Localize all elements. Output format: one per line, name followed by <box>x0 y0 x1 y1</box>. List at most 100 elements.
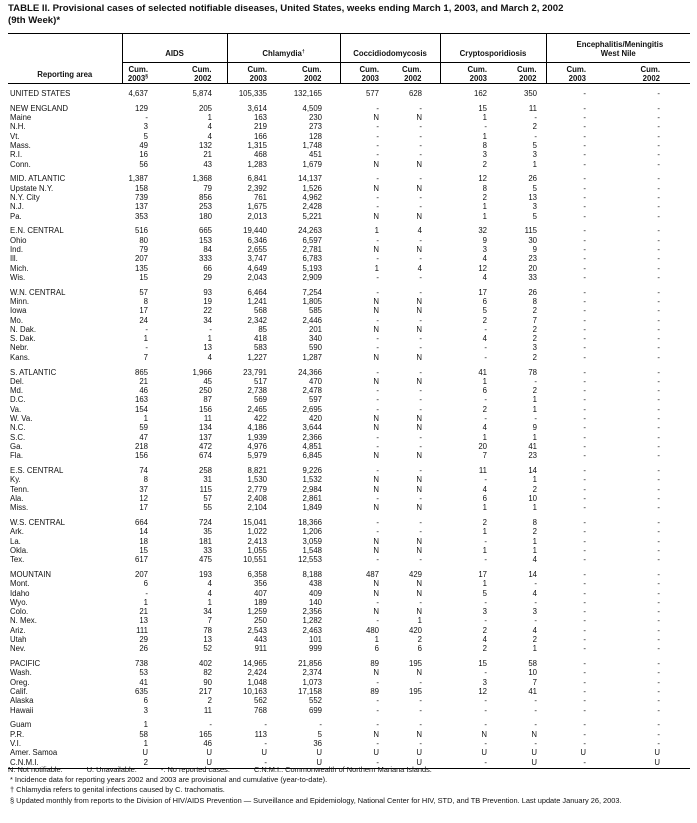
cell-value: U <box>618 757 691 769</box>
cell-value: 14 <box>528 465 538 475</box>
cell-value: 26 <box>139 644 148 654</box>
reporting-area: W. Va. <box>10 414 33 423</box>
cell-value: 128 <box>309 131 323 141</box>
cell-value: 11 <box>528 103 538 113</box>
reporting-area: Mont. <box>10 579 30 589</box>
cell-value: 3,614 <box>247 103 268 113</box>
cell-value: 80 <box>139 235 148 245</box>
cell-value: - <box>419 174 423 184</box>
cell-value: - <box>657 696 661 706</box>
cell-value: N <box>416 113 423 123</box>
cell-value: 4 <box>482 423 488 433</box>
cell-value: - <box>657 315 661 325</box>
cell-value: N <box>416 475 423 485</box>
cell-value: N <box>416 579 423 589</box>
cell-value: 1,227 <box>247 352 268 362</box>
table-row: Del. 21 45 517 470 N N 1 - - - <box>8 377 690 386</box>
cell-value: 26 <box>528 287 538 297</box>
cell-value: - <box>376 174 380 184</box>
cell-value: 14 <box>139 527 148 537</box>
cell-value: 1 <box>532 404 538 414</box>
cell-value: - <box>419 395 423 405</box>
cell-value: 4 <box>207 122 213 132</box>
cell-value: 5 <box>482 588 488 598</box>
cell-value: 4 <box>417 263 423 273</box>
reporting-area: S. ATLANTIC <box>10 367 57 377</box>
title-line-2: (9th Week)* <box>8 15 61 26</box>
cell-value: 443 <box>254 635 268 645</box>
cell-value: 1 <box>532 395 538 405</box>
cell-value: 101 <box>309 635 323 645</box>
cell-value: 402 <box>199 659 213 669</box>
table-row: Upstate N.Y. 158 79 2,392 1,526 N N 8 5 - - <box>8 184 690 193</box>
cell-value: N <box>373 545 380 555</box>
cell-value: 911 <box>254 644 268 654</box>
cell-value: 34 <box>203 607 213 617</box>
reporting-area: N.J. <box>10 202 24 212</box>
cell-value: 33 <box>528 272 538 282</box>
cell-value: - <box>583 376 587 386</box>
cell-value: - <box>657 597 661 607</box>
cell-value: 1,241 <box>247 296 268 306</box>
cell-value: 23,791 <box>243 367 268 377</box>
cell-value: - <box>657 150 661 160</box>
cell-value: 13 <box>203 635 213 645</box>
cell-value: 2,104 <box>247 503 268 513</box>
cell-value: - <box>583 334 587 344</box>
cell-value: - <box>484 705 488 715</box>
cell-value: - <box>484 696 488 706</box>
sub-header-cum: Cum. 2003§ <box>121 62 168 84</box>
cell-value: 132,165 <box>293 89 323 98</box>
cell-value: 4 <box>532 555 538 565</box>
cell-value: - <box>484 720 488 730</box>
cell-value: - <box>376 254 380 264</box>
cell-value: 4,637 <box>128 89 148 98</box>
disease-table: Reporting area AIDS Chlamydia† Coccidiod… <box>8 33 691 769</box>
cell-value: - <box>419 386 423 396</box>
cell-value: 207 <box>134 569 148 579</box>
cell-value: - <box>583 696 587 706</box>
group-header-encephalitis: Encephalitis/Meningitis West Nile <box>545 33 691 63</box>
cell-value: 180 <box>199 211 213 221</box>
cell-value: 6 <box>143 579 148 589</box>
cell-value: 41 <box>528 441 538 451</box>
cell-value: 1 <box>532 536 538 546</box>
cell-value: - <box>583 465 587 475</box>
cell-value: 78 <box>528 367 538 377</box>
cell-value: - <box>376 432 380 442</box>
cell-value: 6,358 <box>247 569 268 579</box>
cell-value: 2,738 <box>247 386 268 396</box>
cell-value: - <box>583 183 587 193</box>
cell-value: - <box>583 597 587 607</box>
cell-value: 3 <box>532 607 538 617</box>
cell-value: 407 <box>254 588 268 598</box>
reporting-area: N. Dak. <box>10 324 36 334</box>
cell-value: - <box>145 324 148 334</box>
cell-value: 53 <box>139 668 148 678</box>
cell-value: 166 <box>254 131 268 141</box>
table-row: Amer. Samoa U U U U U U U U U U <box>8 748 690 757</box>
cell-value: - <box>484 555 488 565</box>
cell-value: - <box>534 414 538 423</box>
cell-value: N <box>373 324 380 334</box>
cell-value: 23 <box>528 451 538 461</box>
cell-value: 4,649 <box>247 263 268 273</box>
cell-value: - <box>534 131 538 141</box>
cell-value: - <box>484 395 488 405</box>
cell-value: 21 <box>203 150 213 160</box>
cell-value: 472 <box>199 441 213 451</box>
cell-value: N <box>373 536 380 546</box>
sub-header-row: Cum. 2003§ Cum. 2002 Cum. 2003 Cum. 2002 Cum. 200… <box>8 62 691 84</box>
cell-value: - <box>376 131 380 141</box>
cell-value: - <box>583 343 587 353</box>
cell-value: 1 <box>207 334 213 344</box>
cell-value: 1,966 <box>192 367 213 377</box>
cell-value: 1,206 <box>302 527 323 537</box>
cell-value: - <box>484 475 488 485</box>
cell-value: - <box>583 579 587 589</box>
table-row: Mass. 49 132 1,315 1,748 - - 8 5 - - <box>8 141 690 150</box>
legend-n: N: Not notifiable. <box>8 765 63 774</box>
cell-value: 1,287 <box>302 352 323 362</box>
cell-value: 1,259 <box>247 607 268 617</box>
cell-value: 14 <box>528 569 538 579</box>
